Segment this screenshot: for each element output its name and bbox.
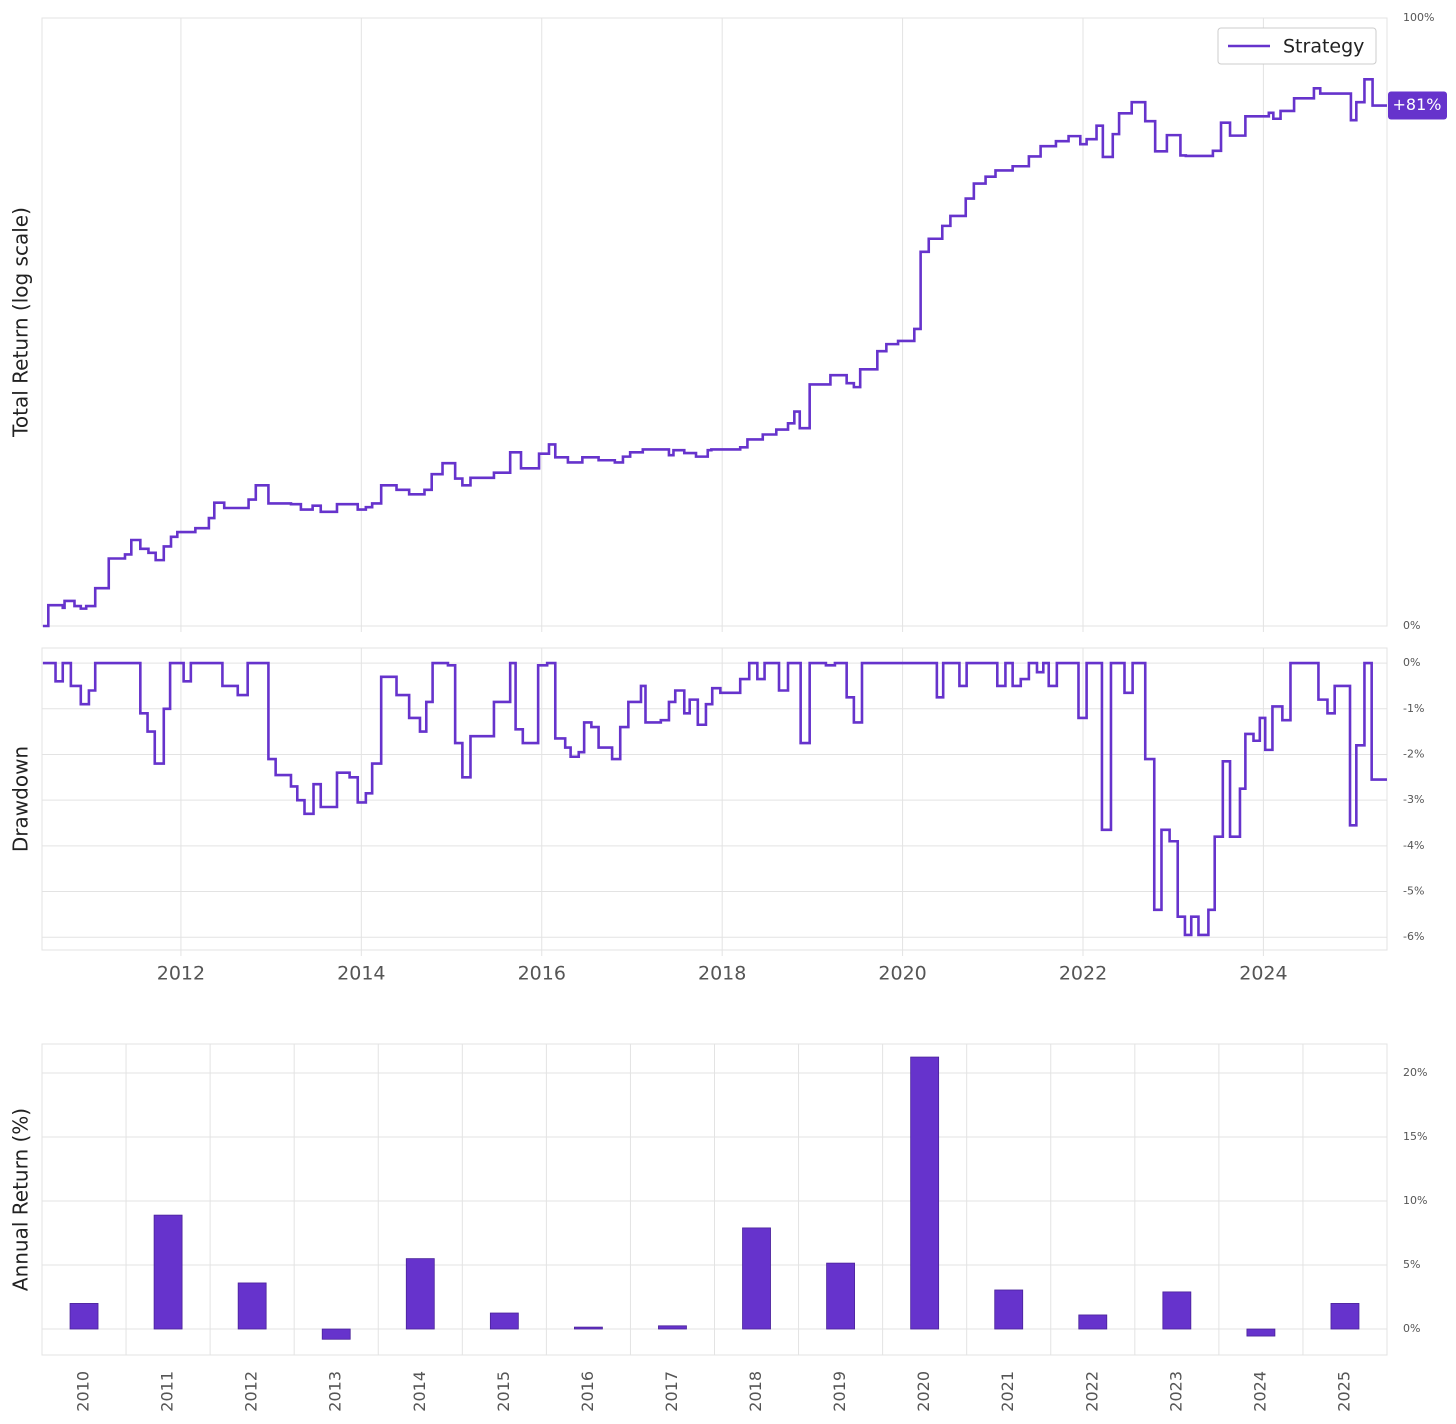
x-tick-label: 2018 <box>698 963 746 985</box>
bar <box>994 1289 1024 1330</box>
y-tick-label: -6% <box>1403 930 1424 943</box>
plot-frame <box>41 17 1388 627</box>
y-tick-label: 20% <box>1403 1066 1427 1079</box>
x-tick-label: 2017 <box>662 1371 681 1412</box>
x-tick-label: 2010 <box>74 1371 93 1412</box>
bar <box>489 1312 519 1330</box>
x-tick-label: 2013 <box>326 1371 345 1412</box>
x-tick-label: 2016 <box>518 963 566 985</box>
legend-label: Strategy <box>1283 36 1364 58</box>
bar <box>826 1262 855 1330</box>
x-tick-label: 2020 <box>914 1371 933 1412</box>
x-tick-label: 2022 <box>1082 1371 1101 1412</box>
y-tick-label: 100% <box>1403 11 1434 24</box>
x-tick-label: 2022 <box>1059 963 1107 985</box>
x-tick-label: 2011 <box>158 1371 177 1412</box>
bar <box>1246 1328 1276 1337</box>
x-tick-label: 2015 <box>494 1371 513 1412</box>
y-tick-label: -3% <box>1403 793 1424 806</box>
x-tick-label: 2024 <box>1239 963 1287 985</box>
bar <box>910 1056 940 1330</box>
y-tick-label: 0% <box>1403 656 1420 669</box>
y-tick-label: 10% <box>1403 1194 1427 1207</box>
x-tick-label: 2016 <box>578 1371 597 1412</box>
y-axis-title: Drawdown <box>9 746 33 852</box>
legend-box <box>1217 27 1377 65</box>
y-tick-label: -5% <box>1403 885 1424 898</box>
x-tick-label: 2014 <box>410 1371 429 1412</box>
end-label-box <box>1388 91 1447 120</box>
x-tick-label: 2023 <box>1166 1371 1185 1412</box>
bar <box>658 1325 687 1330</box>
bar <box>69 1303 99 1330</box>
y-tick-label: 15% <box>1403 1130 1427 1143</box>
x-tick-label: 2018 <box>746 1371 765 1412</box>
bar <box>742 1227 771 1330</box>
bar <box>237 1282 267 1330</box>
x-tick-label: 2014 <box>337 963 385 985</box>
y-tick-label: -1% <box>1403 702 1424 715</box>
y-axis-title: Annual Return (%) <box>9 1108 33 1291</box>
bar <box>574 1326 603 1330</box>
y-tick-label: 0% <box>1403 619 1420 632</box>
y-tick-label: -2% <box>1403 747 1424 760</box>
return-line <box>42 78 1387 628</box>
bar <box>1330 1303 1360 1330</box>
end-label: +81% <box>1393 95 1442 114</box>
x-tick-label: 2020 <box>878 963 926 985</box>
x-tick-label: 2019 <box>830 1371 849 1412</box>
y-tick-label: -4% <box>1403 839 1424 852</box>
bar <box>1078 1314 1108 1330</box>
y-tick-label: 0% <box>1403 1322 1420 1335</box>
plot-frame <box>41 647 1388 951</box>
x-tick-label: 2021 <box>998 1371 1017 1412</box>
x-tick-label: 2012 <box>242 1371 261 1412</box>
x-tick-label: 2024 <box>1250 1371 1269 1412</box>
bar <box>1162 1291 1192 1330</box>
bar <box>405 1258 435 1330</box>
x-tick-label: 2025 <box>1334 1371 1353 1412</box>
y-axis-title: Total Return (log scale) <box>9 207 33 438</box>
x-tick-label: 2012 <box>157 963 205 985</box>
bar <box>321 1328 351 1340</box>
bar <box>153 1214 183 1330</box>
y-tick-label: 5% <box>1403 1258 1420 1271</box>
drawdown-line <box>42 661 1387 937</box>
